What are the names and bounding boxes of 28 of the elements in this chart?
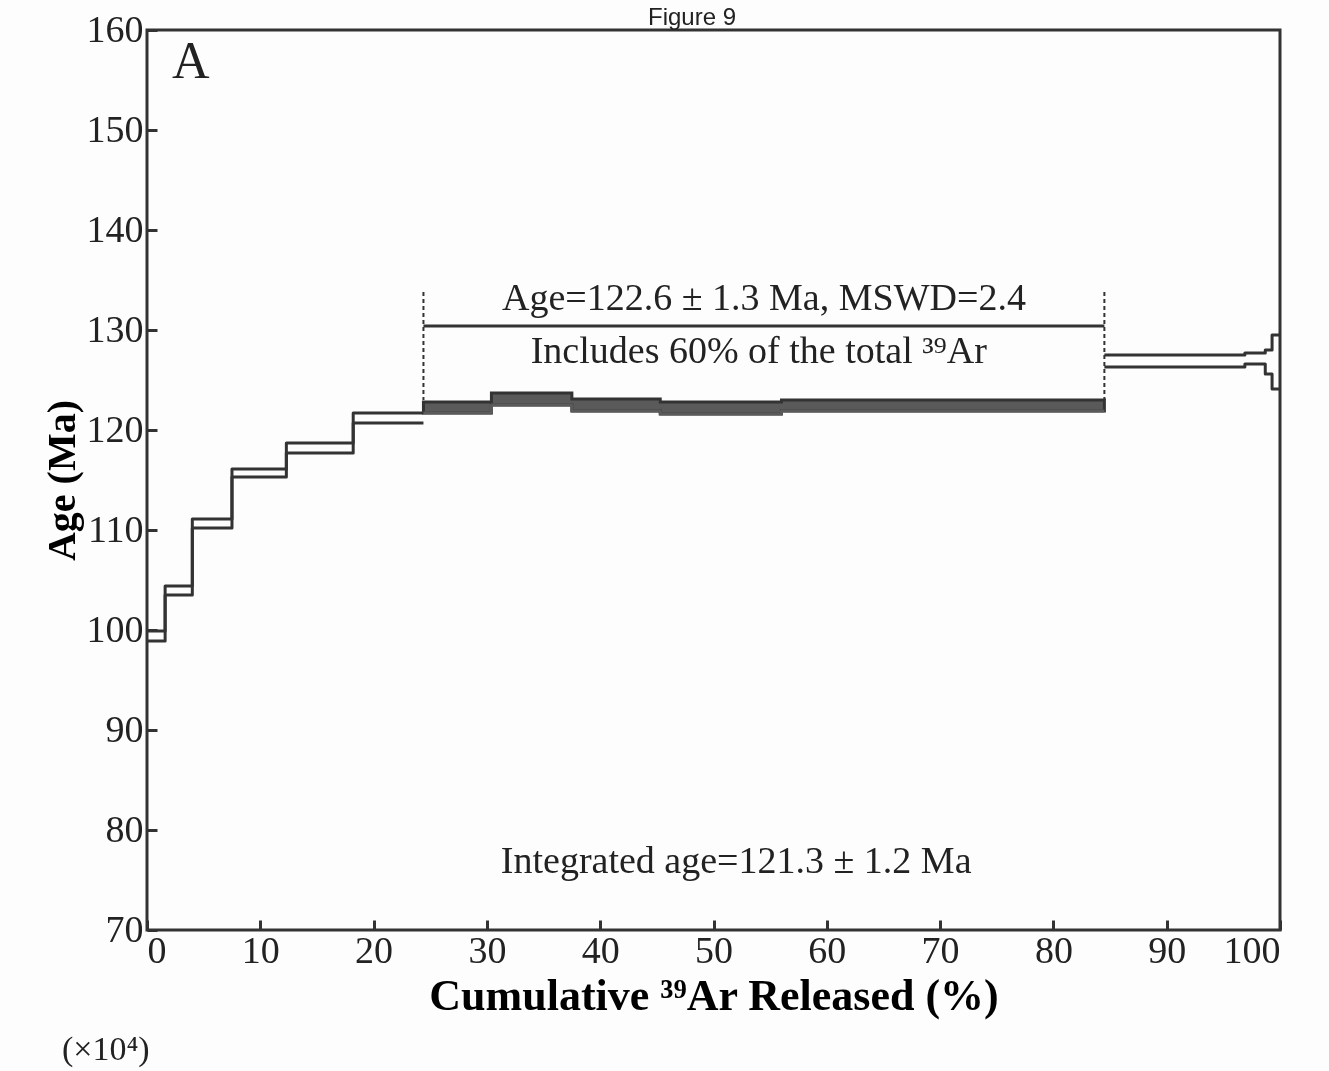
x-tick-label: 90 [1148, 928, 1187, 971]
y-tick-label: 110 [87, 507, 144, 550]
x-tick-label: 50 [695, 928, 733, 971]
y-tick-label: 120 [86, 407, 144, 450]
x-tick-label: 60 [808, 928, 847, 971]
x-tick-label: 0 [147, 928, 167, 971]
x-tick-label: 80 [1034, 928, 1073, 971]
x-axis-title: Cumulative ³⁹Ar Released (%) [429, 970, 999, 1020]
annotation: Integrated age=121.3 ± 1.2 Ma [500, 839, 972, 881]
y-tick-label: 80 [105, 807, 144, 850]
x-tick-label: 40 [581, 928, 620, 971]
x-tick-label: 70 [921, 928, 960, 971]
x-tick-label: 100 [1223, 928, 1281, 971]
y-tick-label: 100 [86, 607, 144, 650]
annotation: A [172, 32, 210, 89]
y-axis-title: Age (Ma) [38, 399, 84, 562]
annotation: Age=122.6 ± 1.3 Ma, MSWD=2.4 [501, 276, 1026, 318]
y-tick-label: 160 [86, 7, 144, 50]
chart-title: Figure 9 [647, 3, 737, 30]
x-tick-label: 20 [355, 928, 394, 971]
y-tick-label: 130 [86, 307, 144, 350]
x-tick-label: 30 [468, 928, 507, 971]
y-tick-label: 150 [86, 107, 144, 150]
text: (×10⁴) [62, 1030, 150, 1068]
y-tick-label: 140 [86, 207, 144, 250]
x-tick-label: 10 [241, 928, 280, 971]
y-tick-label: 90 [105, 707, 144, 750]
annotation: Includes 60% of the total ³⁹Ar [530, 329, 988, 371]
